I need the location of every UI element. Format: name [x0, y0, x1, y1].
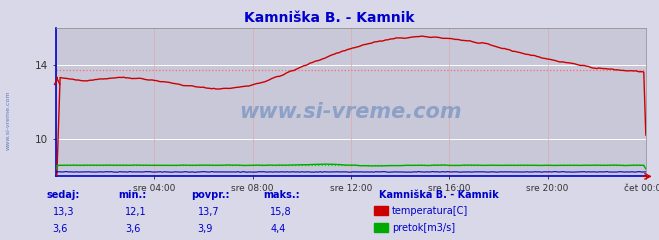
Text: Kamniška B. - Kamnik: Kamniška B. - Kamnik — [379, 190, 499, 200]
Text: 15,8: 15,8 — [270, 207, 292, 217]
Text: 4,4: 4,4 — [270, 224, 285, 234]
Text: 3,6: 3,6 — [125, 224, 140, 234]
Text: 3,6: 3,6 — [53, 224, 68, 234]
Text: sedaj:: sedaj: — [46, 190, 80, 200]
Text: 13,7: 13,7 — [198, 207, 219, 217]
Text: 13,3: 13,3 — [53, 207, 74, 217]
Text: povpr.:: povpr.: — [191, 190, 229, 200]
Text: maks.:: maks.: — [264, 190, 301, 200]
Text: min.:: min.: — [119, 190, 147, 200]
Text: temperatura[C]: temperatura[C] — [392, 206, 469, 216]
Text: 12,1: 12,1 — [125, 207, 147, 217]
Text: www.si-vreme.com: www.si-vreme.com — [240, 102, 462, 122]
Text: www.si-vreme.com: www.si-vreme.com — [5, 90, 11, 150]
Text: 3,9: 3,9 — [198, 224, 213, 234]
Text: pretok[m3/s]: pretok[m3/s] — [392, 222, 455, 233]
Text: Kamniška B. - Kamnik: Kamniška B. - Kamnik — [244, 11, 415, 25]
